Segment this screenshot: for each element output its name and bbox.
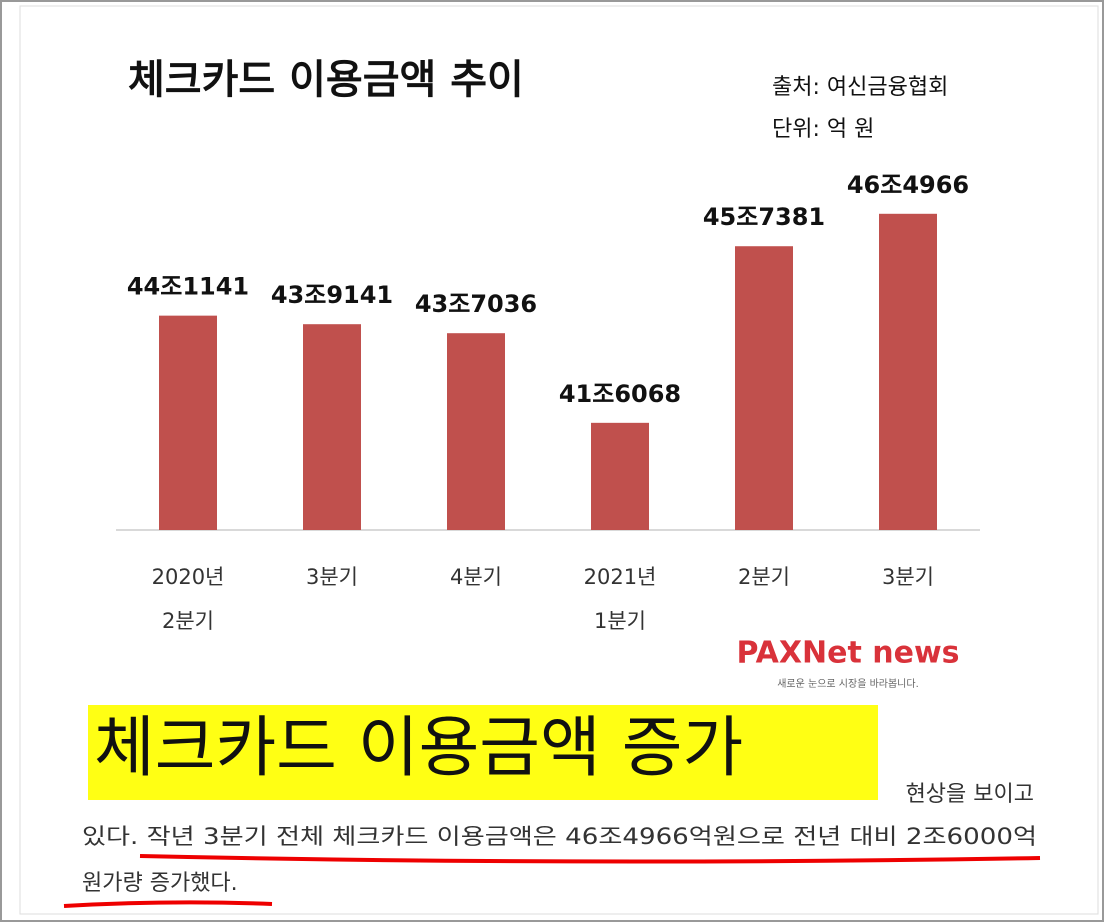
unit: 단위: 억 원 xyxy=(772,117,874,142)
data-label: 43조9141 xyxy=(271,281,393,309)
bar xyxy=(303,324,361,530)
bar xyxy=(447,333,505,530)
underline xyxy=(63,900,273,908)
underline xyxy=(139,854,1041,864)
data-label: 43조7036 xyxy=(415,290,537,318)
data-label: 45조7381 xyxy=(703,203,825,231)
data-label: 44조1141 xyxy=(127,273,249,301)
article-line: 현상을 보이고 xyxy=(906,782,1034,807)
article-line: 있다. 작년 3분기 전체 체크카드 이용금액은 46조4966억원으로 전년 … xyxy=(82,825,1037,850)
bar xyxy=(591,422,649,530)
x-tick-label: 3분기 xyxy=(306,565,358,589)
bar xyxy=(735,246,793,530)
headline-bg xyxy=(88,705,878,800)
x-tick-label: 2021년 1분기 xyxy=(584,565,657,633)
chart-title: 체크카드 이용금액 추이 xyxy=(128,57,524,103)
x-tick-label: 4분기 xyxy=(450,565,502,589)
bar xyxy=(159,315,217,530)
article-line: 원가량 증가했다. xyxy=(82,871,238,896)
bar xyxy=(879,213,937,530)
x-tick-label: 2020년 2분기 xyxy=(152,565,225,633)
source: 출처: 여신금융협회 xyxy=(772,75,948,100)
logo-tagline: 새로운 눈으로 시장을 바라봅니다. xyxy=(777,678,919,690)
headline: 체크카드 이용금액 증가 xyxy=(94,709,743,786)
logo: PAXNet news xyxy=(736,636,959,671)
data-label: 46조4966 xyxy=(847,171,969,199)
data-label: 41조6068 xyxy=(559,380,681,408)
x-tick-label: 3분기 xyxy=(882,565,934,589)
x-tick-label: 2분기 xyxy=(738,565,790,589)
